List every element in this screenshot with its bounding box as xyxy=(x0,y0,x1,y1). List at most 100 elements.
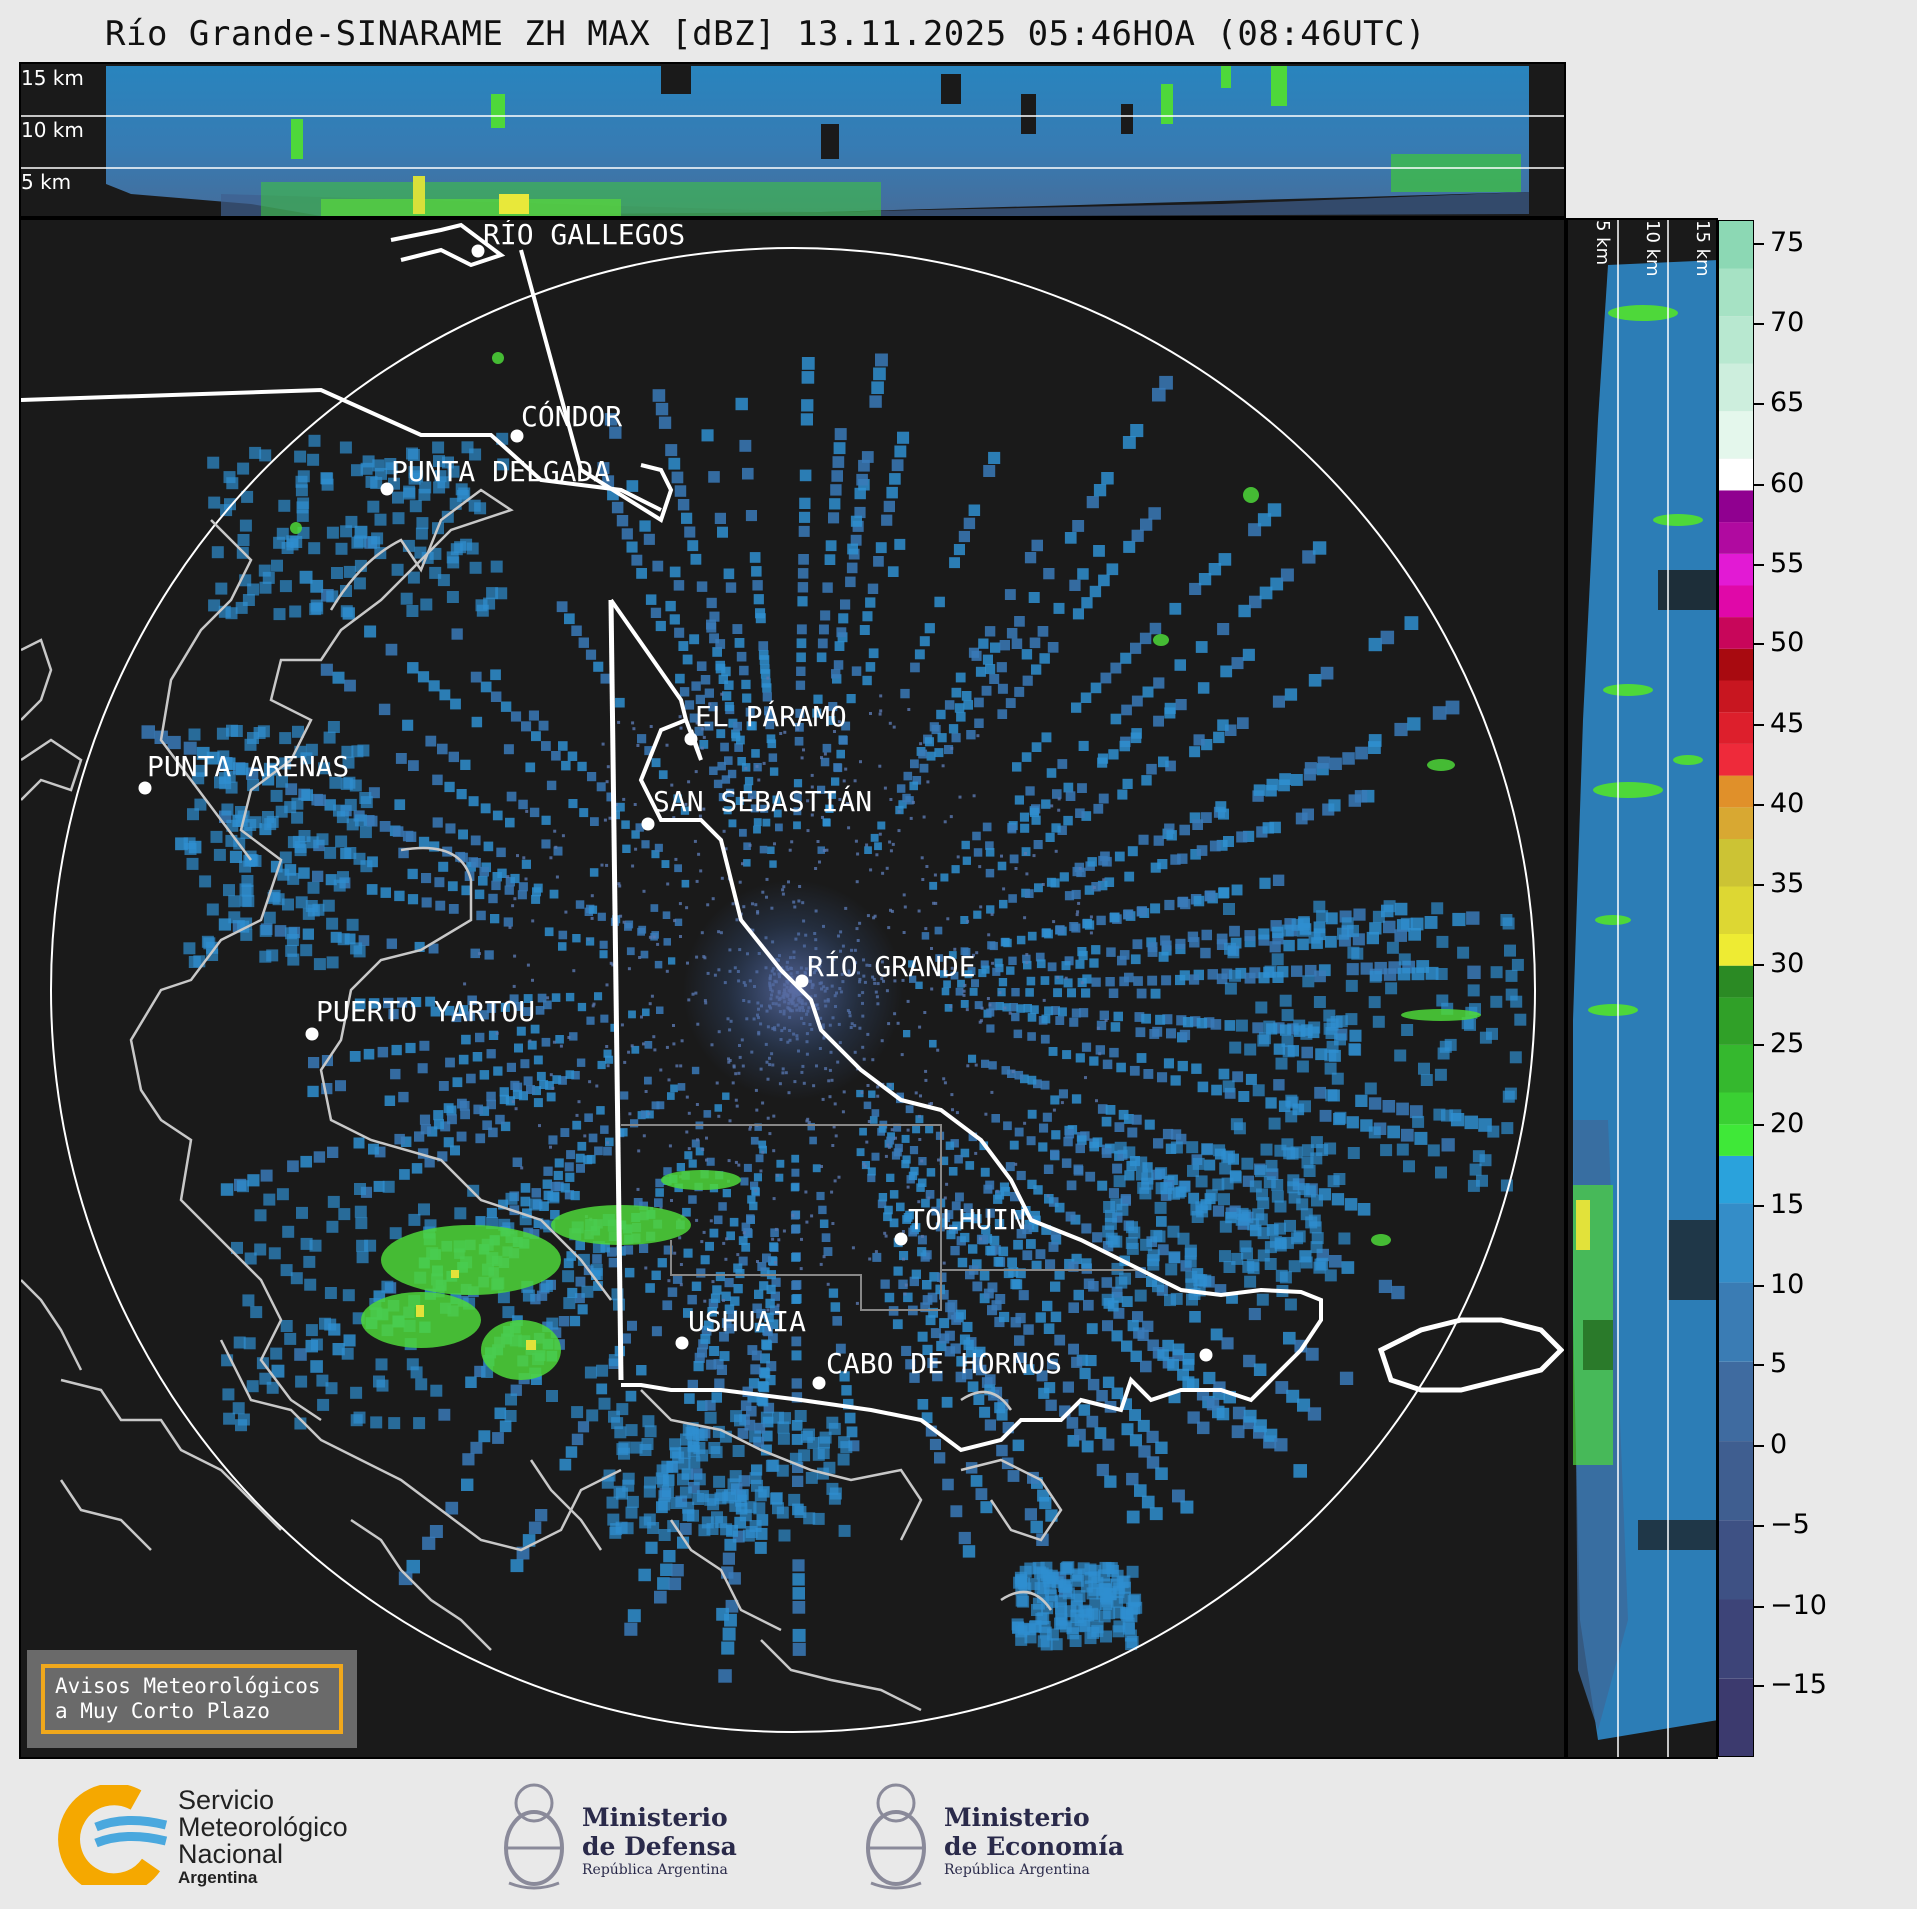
radar-echo-cell xyxy=(544,927,554,937)
radar-echo-cell xyxy=(183,741,197,755)
radar-echo-cell xyxy=(1435,968,1448,980)
radar-echo-cell xyxy=(597,912,606,921)
radar-echo-cell xyxy=(990,642,1001,653)
radar-echo-speckle xyxy=(469,1008,472,1012)
radar-echo-cell xyxy=(1224,1087,1236,1099)
radar-echo-speckle xyxy=(837,1175,841,1179)
radar-echo-cell xyxy=(1400,1128,1414,1142)
radar-echo-cell xyxy=(1380,630,1395,645)
radar-echo-cell xyxy=(321,1083,333,1095)
radar-echo-cell xyxy=(625,1390,637,1402)
radar-echo-cell xyxy=(1344,1198,1358,1211)
radar-echo-cell xyxy=(747,790,757,799)
radar-echo-cell xyxy=(1286,1389,1300,1403)
radar-echo-cell xyxy=(1337,927,1349,940)
radar-echo-cell xyxy=(701,429,714,442)
radar-echo-cell xyxy=(979,1406,991,1418)
radar-echo-cell xyxy=(1116,1062,1126,1073)
radar-echo-cell xyxy=(479,1106,490,1116)
radar-echo-cell xyxy=(1002,1422,1014,1434)
radar-echo-speckle xyxy=(966,1064,970,1068)
radar-echo-cell xyxy=(776,1159,785,1168)
radar-echo-cell xyxy=(753,594,764,605)
radar-echo-cell xyxy=(1055,925,1065,935)
radar-echo-cell xyxy=(791,1420,803,1431)
radar-echo-cell xyxy=(720,1523,733,1536)
radar-echo-cell xyxy=(762,683,772,693)
radar-echo-cell xyxy=(486,587,499,600)
radar-echo-cell xyxy=(523,1227,534,1238)
radar-echo-cell xyxy=(1098,574,1110,587)
radar-echo-cell xyxy=(671,1564,684,1577)
radar-echo-cell xyxy=(1083,1299,1094,1311)
radar-echo-cell xyxy=(308,542,321,555)
radar-echo-cell xyxy=(540,1280,553,1292)
radar-echo-cell xyxy=(461,441,474,454)
radar-echo-cell xyxy=(239,894,252,907)
colorbar-label-20: 20 xyxy=(1770,1108,1805,1139)
radar-echo-cell xyxy=(475,1216,486,1227)
radar-echo-speckle xyxy=(768,1132,772,1136)
radar-echo-cell xyxy=(794,1410,807,1422)
radar-echo-cell xyxy=(1225,724,1237,736)
colorbar-band xyxy=(1719,268,1753,316)
radar-echo-cell xyxy=(1064,891,1075,901)
radar-echo-speckle xyxy=(816,840,820,843)
radar-echo-cell xyxy=(458,829,468,840)
radar-echo-cell xyxy=(713,779,723,789)
radar-echo-cell xyxy=(222,1388,235,1401)
radar-echo-cell xyxy=(1243,1354,1256,1368)
colorbar-band xyxy=(1719,585,1753,618)
radar-echo-speckle xyxy=(810,785,814,789)
colorbar-band xyxy=(1719,886,1753,934)
colorbar-label-60: 60 xyxy=(1770,468,1805,499)
radar-echo-cell xyxy=(1304,762,1317,775)
radar-echo-cell xyxy=(713,1359,724,1370)
radar-echo-cell xyxy=(1266,1224,1279,1236)
radar-echo-speckle xyxy=(633,803,637,806)
radar-echo-cell xyxy=(777,1432,790,1445)
radar-echo-cell xyxy=(1217,719,1229,731)
radar-echo-cell xyxy=(564,613,575,625)
radar-echo-cell xyxy=(760,1411,773,1424)
radar-echo-cell xyxy=(1073,1289,1084,1301)
radar-echo-cell xyxy=(1197,1081,1209,1093)
radar-echo-cell xyxy=(1023,1004,1032,1013)
radar-echo-cell xyxy=(826,1416,839,1429)
radar-echo-cell xyxy=(1082,974,1092,984)
radar-echo-cell xyxy=(829,498,841,510)
radar-echo-cell xyxy=(600,1125,609,1134)
radar-echo-cell xyxy=(263,1193,276,1206)
radar-echo-cell xyxy=(654,1590,667,1604)
radar-echo-cell xyxy=(626,480,639,492)
radar-echo-speckle xyxy=(749,1125,752,1129)
radar-echo-cell xyxy=(1100,851,1110,862)
radar-echo-speckle xyxy=(946,917,950,921)
radar-echo-cell xyxy=(478,876,488,886)
radar-echo-speckle xyxy=(978,865,982,869)
radar-echo-cell xyxy=(1117,955,1127,966)
radar-echo-cell xyxy=(490,560,503,573)
radar-echo-speckle xyxy=(771,1237,775,1241)
radar-echo-cell xyxy=(280,1264,293,1277)
radar-echo-speckle xyxy=(711,897,715,901)
radar-echo-cell xyxy=(1015,1633,1028,1646)
radar-echo-cell xyxy=(445,1501,459,1515)
radar-echo-cell xyxy=(724,702,734,712)
radar-echo-cell xyxy=(1325,1027,1338,1039)
radar-echo-cell xyxy=(340,585,352,597)
radar-echo-cell xyxy=(654,1198,663,1207)
radar-echo-speckle xyxy=(706,903,710,907)
radar-echo-cell xyxy=(1418,1062,1430,1075)
radar-echo-cell xyxy=(568,799,578,809)
radar-echo-cell xyxy=(1153,1138,1164,1149)
radar-echo-cell xyxy=(1385,982,1398,995)
radar-echo-cell xyxy=(1100,1598,1113,1610)
radar-echo-cell xyxy=(408,1213,421,1226)
radar-echo-cell xyxy=(1113,1175,1126,1188)
radar-echo-cell xyxy=(287,872,300,885)
radar-echo-speckle xyxy=(962,989,966,993)
radar-echo-cell xyxy=(995,1294,1006,1304)
radar-echo-cell xyxy=(667,1287,678,1297)
radar-echo-speckle xyxy=(636,1187,640,1191)
